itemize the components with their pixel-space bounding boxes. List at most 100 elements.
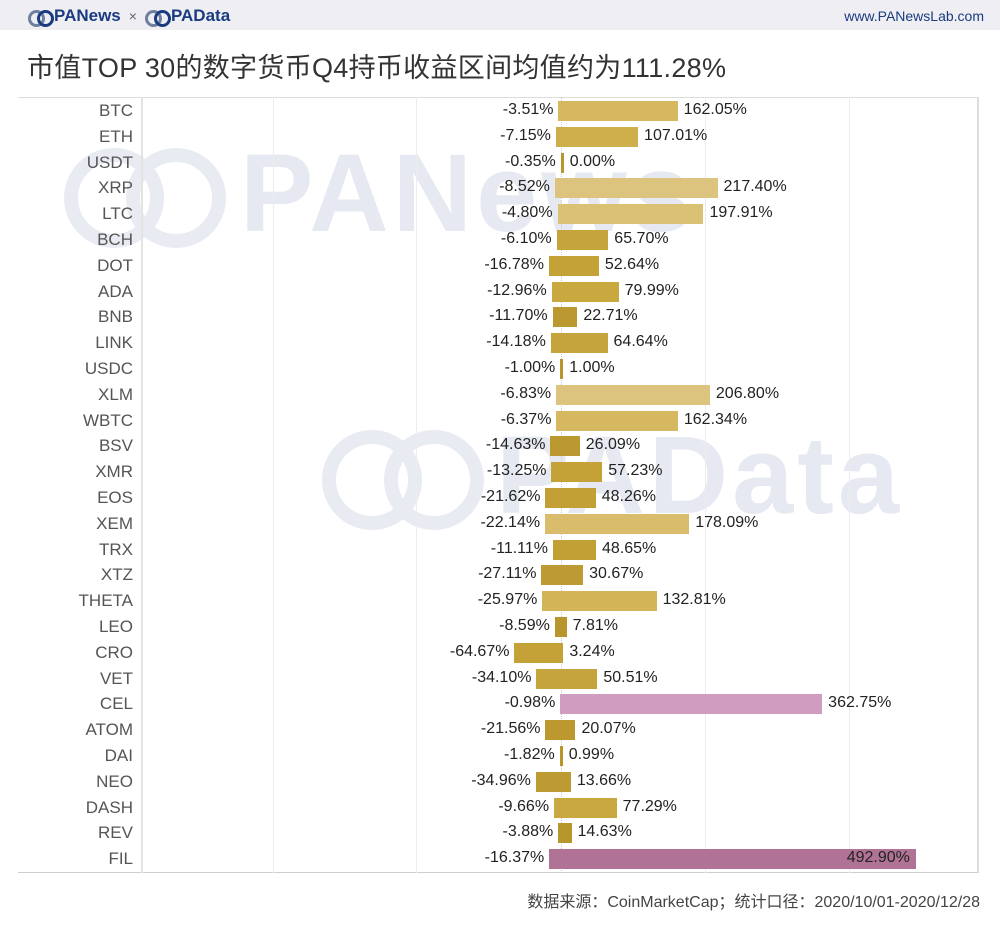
max-value-label: 64.64% [613, 333, 668, 351]
source-note: 数据来源：CoinMarketCap；统计口径：2020/10/01-2020/… [527, 894, 980, 911]
chart-row-dot: DOT -16.78% 52.64% [0, 253, 1000, 279]
chart-row-xrp: XRP -8.52% 217.40% [0, 175, 1000, 201]
min-value-label: -7.15% [500, 126, 551, 144]
chart-row-ltc: LTC -4.80% 197.91% [0, 201, 1000, 227]
max-value-label: 52.64% [604, 255, 660, 273]
category-label: ADA [98, 281, 133, 301]
chart-row-usdt: USDT -0.35% 0.00% [0, 150, 1000, 176]
max-value-label: 48.65% [602, 539, 657, 557]
category-label: ETH [99, 126, 133, 146]
range-bar [556, 230, 609, 250]
max-value-label: 0.00% [569, 152, 616, 170]
range-bar [551, 281, 619, 302]
min-value-label: -16.37% [484, 849, 545, 867]
range-bar [550, 333, 608, 354]
max-value-label: 362.75% [828, 694, 892, 712]
min-value-label: -12.96% [487, 281, 547, 299]
range-bar [541, 565, 584, 586]
max-value-label: 107.01% [644, 126, 708, 144]
chart-row-link: LINK -14.18% 64.64% [0, 330, 1000, 356]
max-value-label: 492.90% [846, 849, 910, 867]
category-label: ATOM [85, 720, 133, 740]
min-value-label: -34.10% [471, 668, 532, 686]
chart-row-xem: XEM -22.14% 178.09% [0, 511, 1000, 537]
category-label: XLM [98, 384, 133, 404]
category-label: XMR [95, 462, 133, 482]
min-value-label: -6.10% [500, 230, 552, 247]
chart-row-cel: CEL -0.98% 362.75% [0, 691, 1000, 717]
max-value-label: 77.29% [622, 797, 677, 815]
min-value-label: -8.59% [499, 617, 550, 634]
chart-row-rev: REV -3.88% 14.63% [0, 820, 1000, 846]
range-bar [545, 720, 576, 741]
chart-title: 市值TOP 30的数字货币Q4持币收益区间均值约为111.28% [27, 53, 727, 83]
category-label: USDC [84, 359, 133, 378]
max-value-label: 65.70% [614, 230, 669, 247]
chart-row-neo: NEO -34.96% 13.66% [0, 769, 1000, 795]
range-bar [549, 849, 916, 870]
brand-panews: PANews [54, 6, 121, 25]
chart-row-ada: ADA -12.96% 79.99% [0, 279, 1000, 305]
min-value-label: -3.51% [502, 101, 554, 118]
chart-row-dash: DASH -9.66% 77.29% [0, 795, 1000, 821]
category-label: LTC [102, 204, 133, 224]
range-bar [560, 152, 564, 173]
max-value-label: 50.51% [603, 668, 658, 686]
category-label: THETA [78, 591, 133, 611]
range-bar [557, 204, 704, 225]
category-label: DASH [85, 797, 133, 817]
panews-logo-icon [28, 9, 54, 27]
chart-row-atom: ATOM -21.56% 20.07% [0, 717, 1000, 743]
chart-row-xlm: XLM -6.83% 206.80% [0, 382, 1000, 408]
category-label: CRO [95, 642, 133, 662]
max-value-label: 1.00% [569, 359, 615, 376]
category-label: LINK [95, 333, 133, 353]
range-bar [550, 436, 580, 457]
chart-row-leo: LEO -8.59% 7.81% [0, 614, 1000, 640]
min-value-label: -22.14% [480, 513, 541, 531]
range-bar [560, 359, 564, 379]
brand-separator: × [128, 8, 137, 24]
min-value-label: -16.78% [484, 255, 544, 273]
range-bar [554, 797, 617, 818]
min-value-label: -13.25% [486, 462, 547, 480]
category-label: VET [99, 668, 133, 688]
gridline [705, 97, 706, 873]
max-value-label: 26.09% [585, 436, 641, 454]
category-label: USDT [86, 152, 133, 172]
max-value-label: 217.40% [723, 178, 787, 196]
category-label: NEO [96, 771, 133, 791]
range-bar [514, 642, 564, 663]
category-label: BNB [98, 307, 133, 327]
max-value-label: 162.34% [683, 410, 748, 428]
range-bar [545, 488, 596, 508]
website-url: www.PANewsLab.com [844, 8, 984, 24]
max-value-label: 79.99% [624, 281, 679, 299]
min-value-label: -1.00% [504, 359, 556, 376]
chart-row-wbtc: WBTC -6.37% 162.34% [0, 408, 1000, 434]
min-value-label: -34.96% [471, 771, 531, 789]
max-value-label: 132.81% [662, 591, 726, 609]
gridline [849, 97, 850, 873]
range-bar [545, 513, 690, 534]
category-label: XRP [98, 178, 133, 198]
range-bar [556, 384, 710, 405]
padata-logo-icon [144, 9, 171, 27]
range-bar [548, 255, 599, 276]
category-label: FIL [108, 849, 133, 869]
min-value-label: -14.18% [486, 333, 546, 351]
range-bar [558, 823, 572, 844]
brand-padata: PAData [170, 6, 231, 25]
zero-line [561, 97, 562, 873]
min-value-label: -6.37% [500, 410, 552, 428]
category-label: CEL [99, 694, 133, 714]
min-value-label: -25.97% [477, 591, 538, 609]
max-value-label: 178.09% [695, 513, 759, 531]
max-value-label: 206.80% [715, 384, 780, 402]
category-label: BSV [98, 436, 133, 456]
max-value-label: 0.99% [568, 746, 615, 763]
chart-row-vet: VET -34.10% 50.51% [0, 666, 1000, 692]
min-value-label: -64.67% [449, 642, 510, 660]
max-value-label: 48.26% [601, 488, 656, 505]
min-value-label: -27.11% [478, 565, 537, 583]
